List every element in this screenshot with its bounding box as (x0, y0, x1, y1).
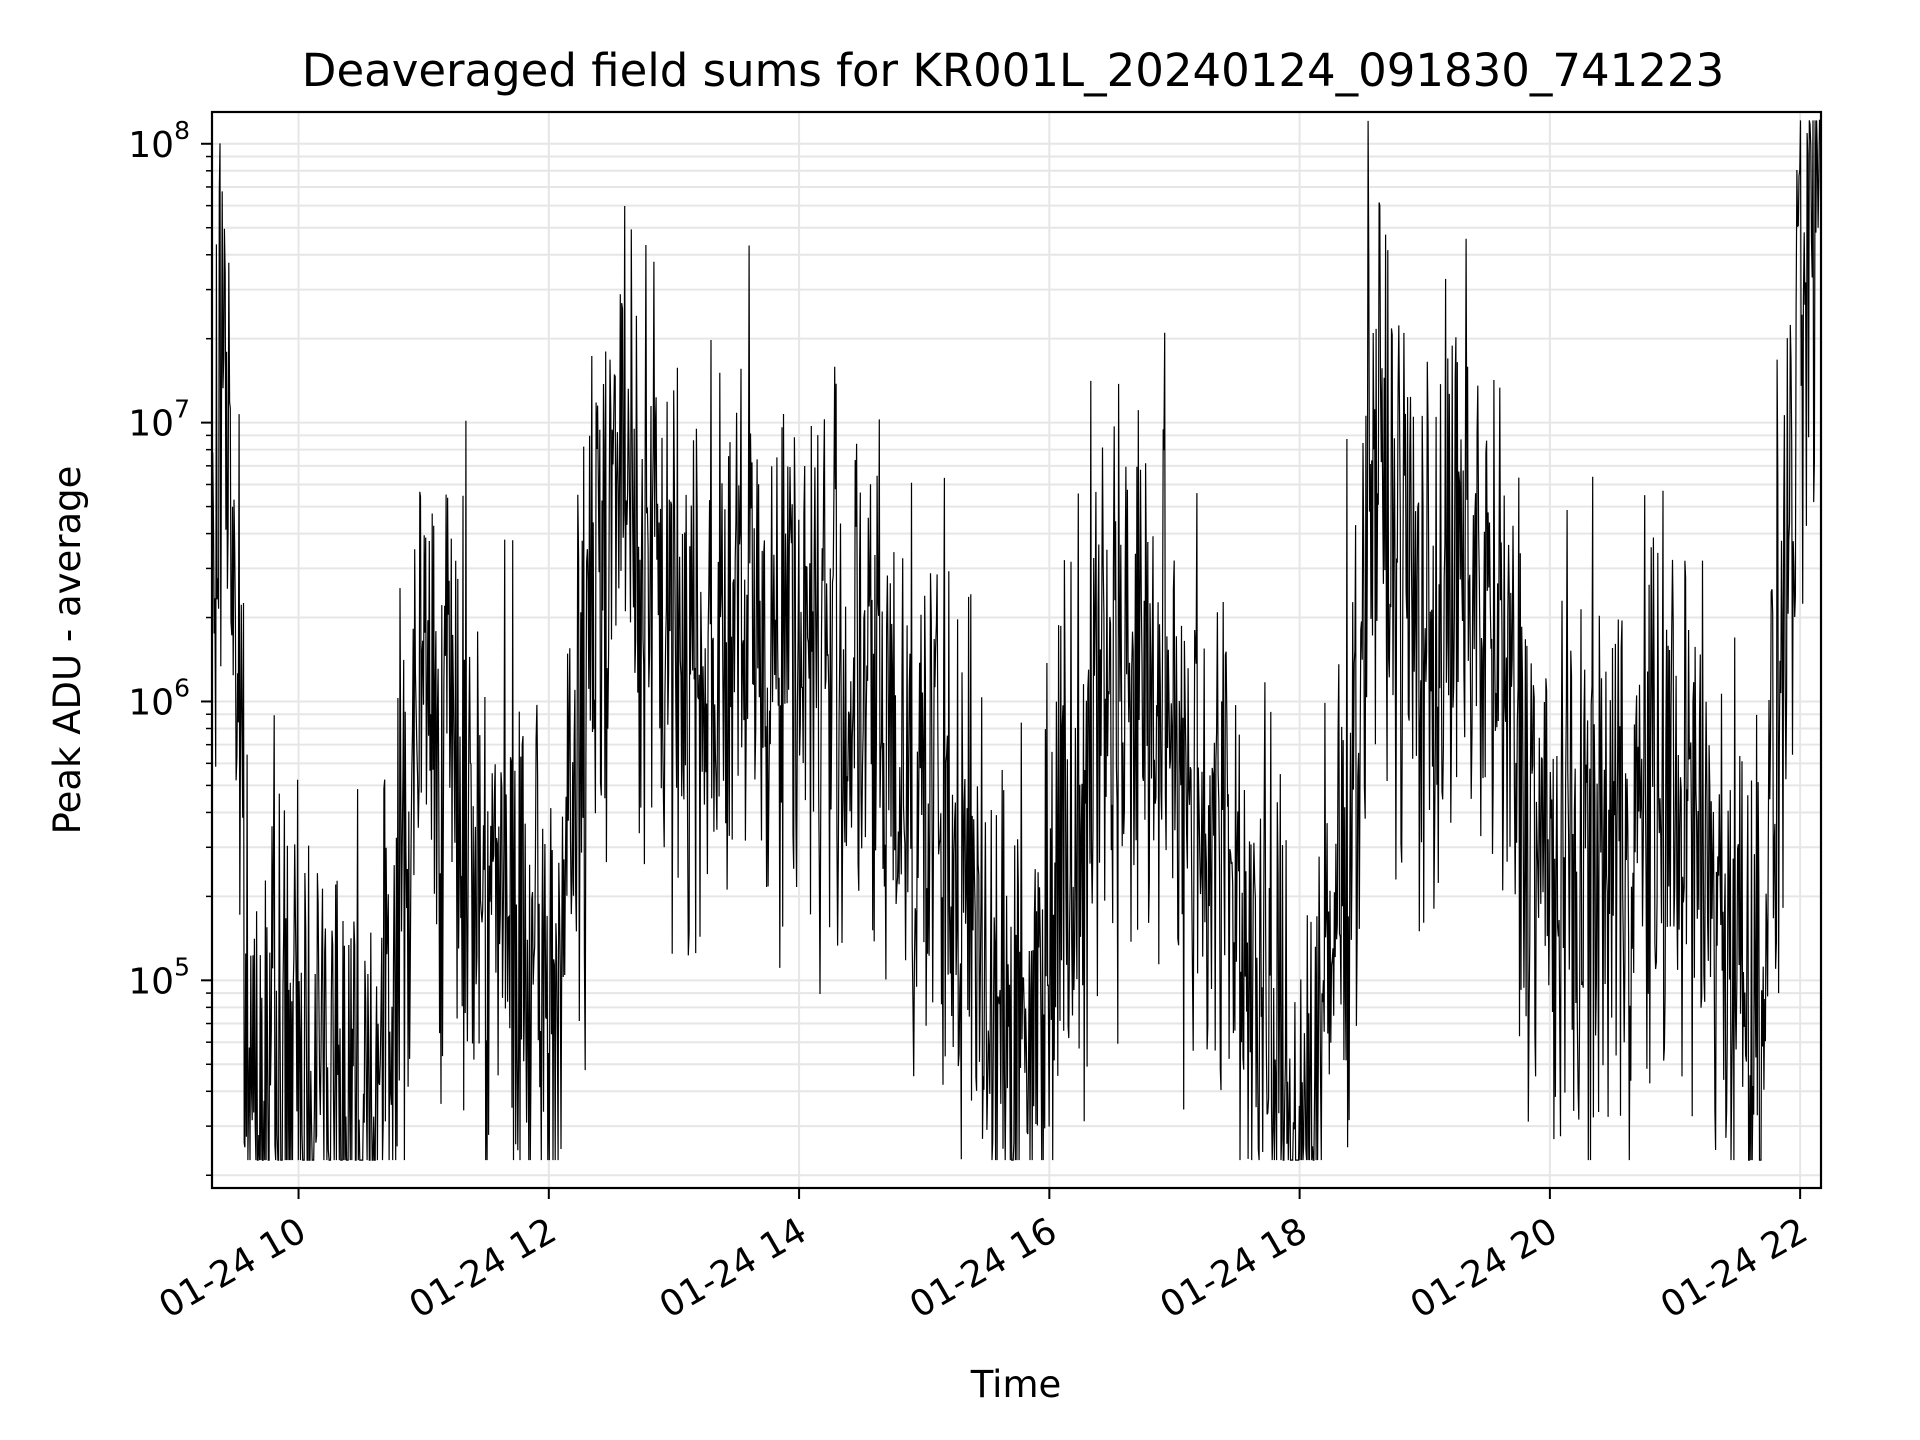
y-tick-base: 10 (128, 961, 174, 1002)
series-layer (212, 119, 1821, 1161)
y-tick-exponent: 5 (174, 952, 190, 981)
y-tick-exponent: 7 (174, 395, 190, 424)
y-tick-exponent: 6 (174, 673, 190, 702)
y-tick-exponent: 8 (174, 116, 190, 145)
y-tick-base: 10 (128, 404, 174, 445)
plot-frame (210, 110, 1823, 1190)
y-tick-label: 107 (128, 395, 190, 445)
y-tick-label: 108 (128, 116, 190, 166)
x-axis-label: Time (970, 1363, 1062, 1406)
y-tick-base: 10 (128, 682, 174, 723)
chart-title: Deaveraged field sums for KR001L_2024012… (302, 44, 1724, 97)
series-line (212, 119, 1821, 1161)
y-tick-base: 10 (128, 125, 174, 166)
y-tick-label: 105 (128, 952, 190, 1002)
y-axis-label: Peak ADU - average (46, 466, 89, 835)
y-tick-label: 106 (128, 673, 190, 723)
